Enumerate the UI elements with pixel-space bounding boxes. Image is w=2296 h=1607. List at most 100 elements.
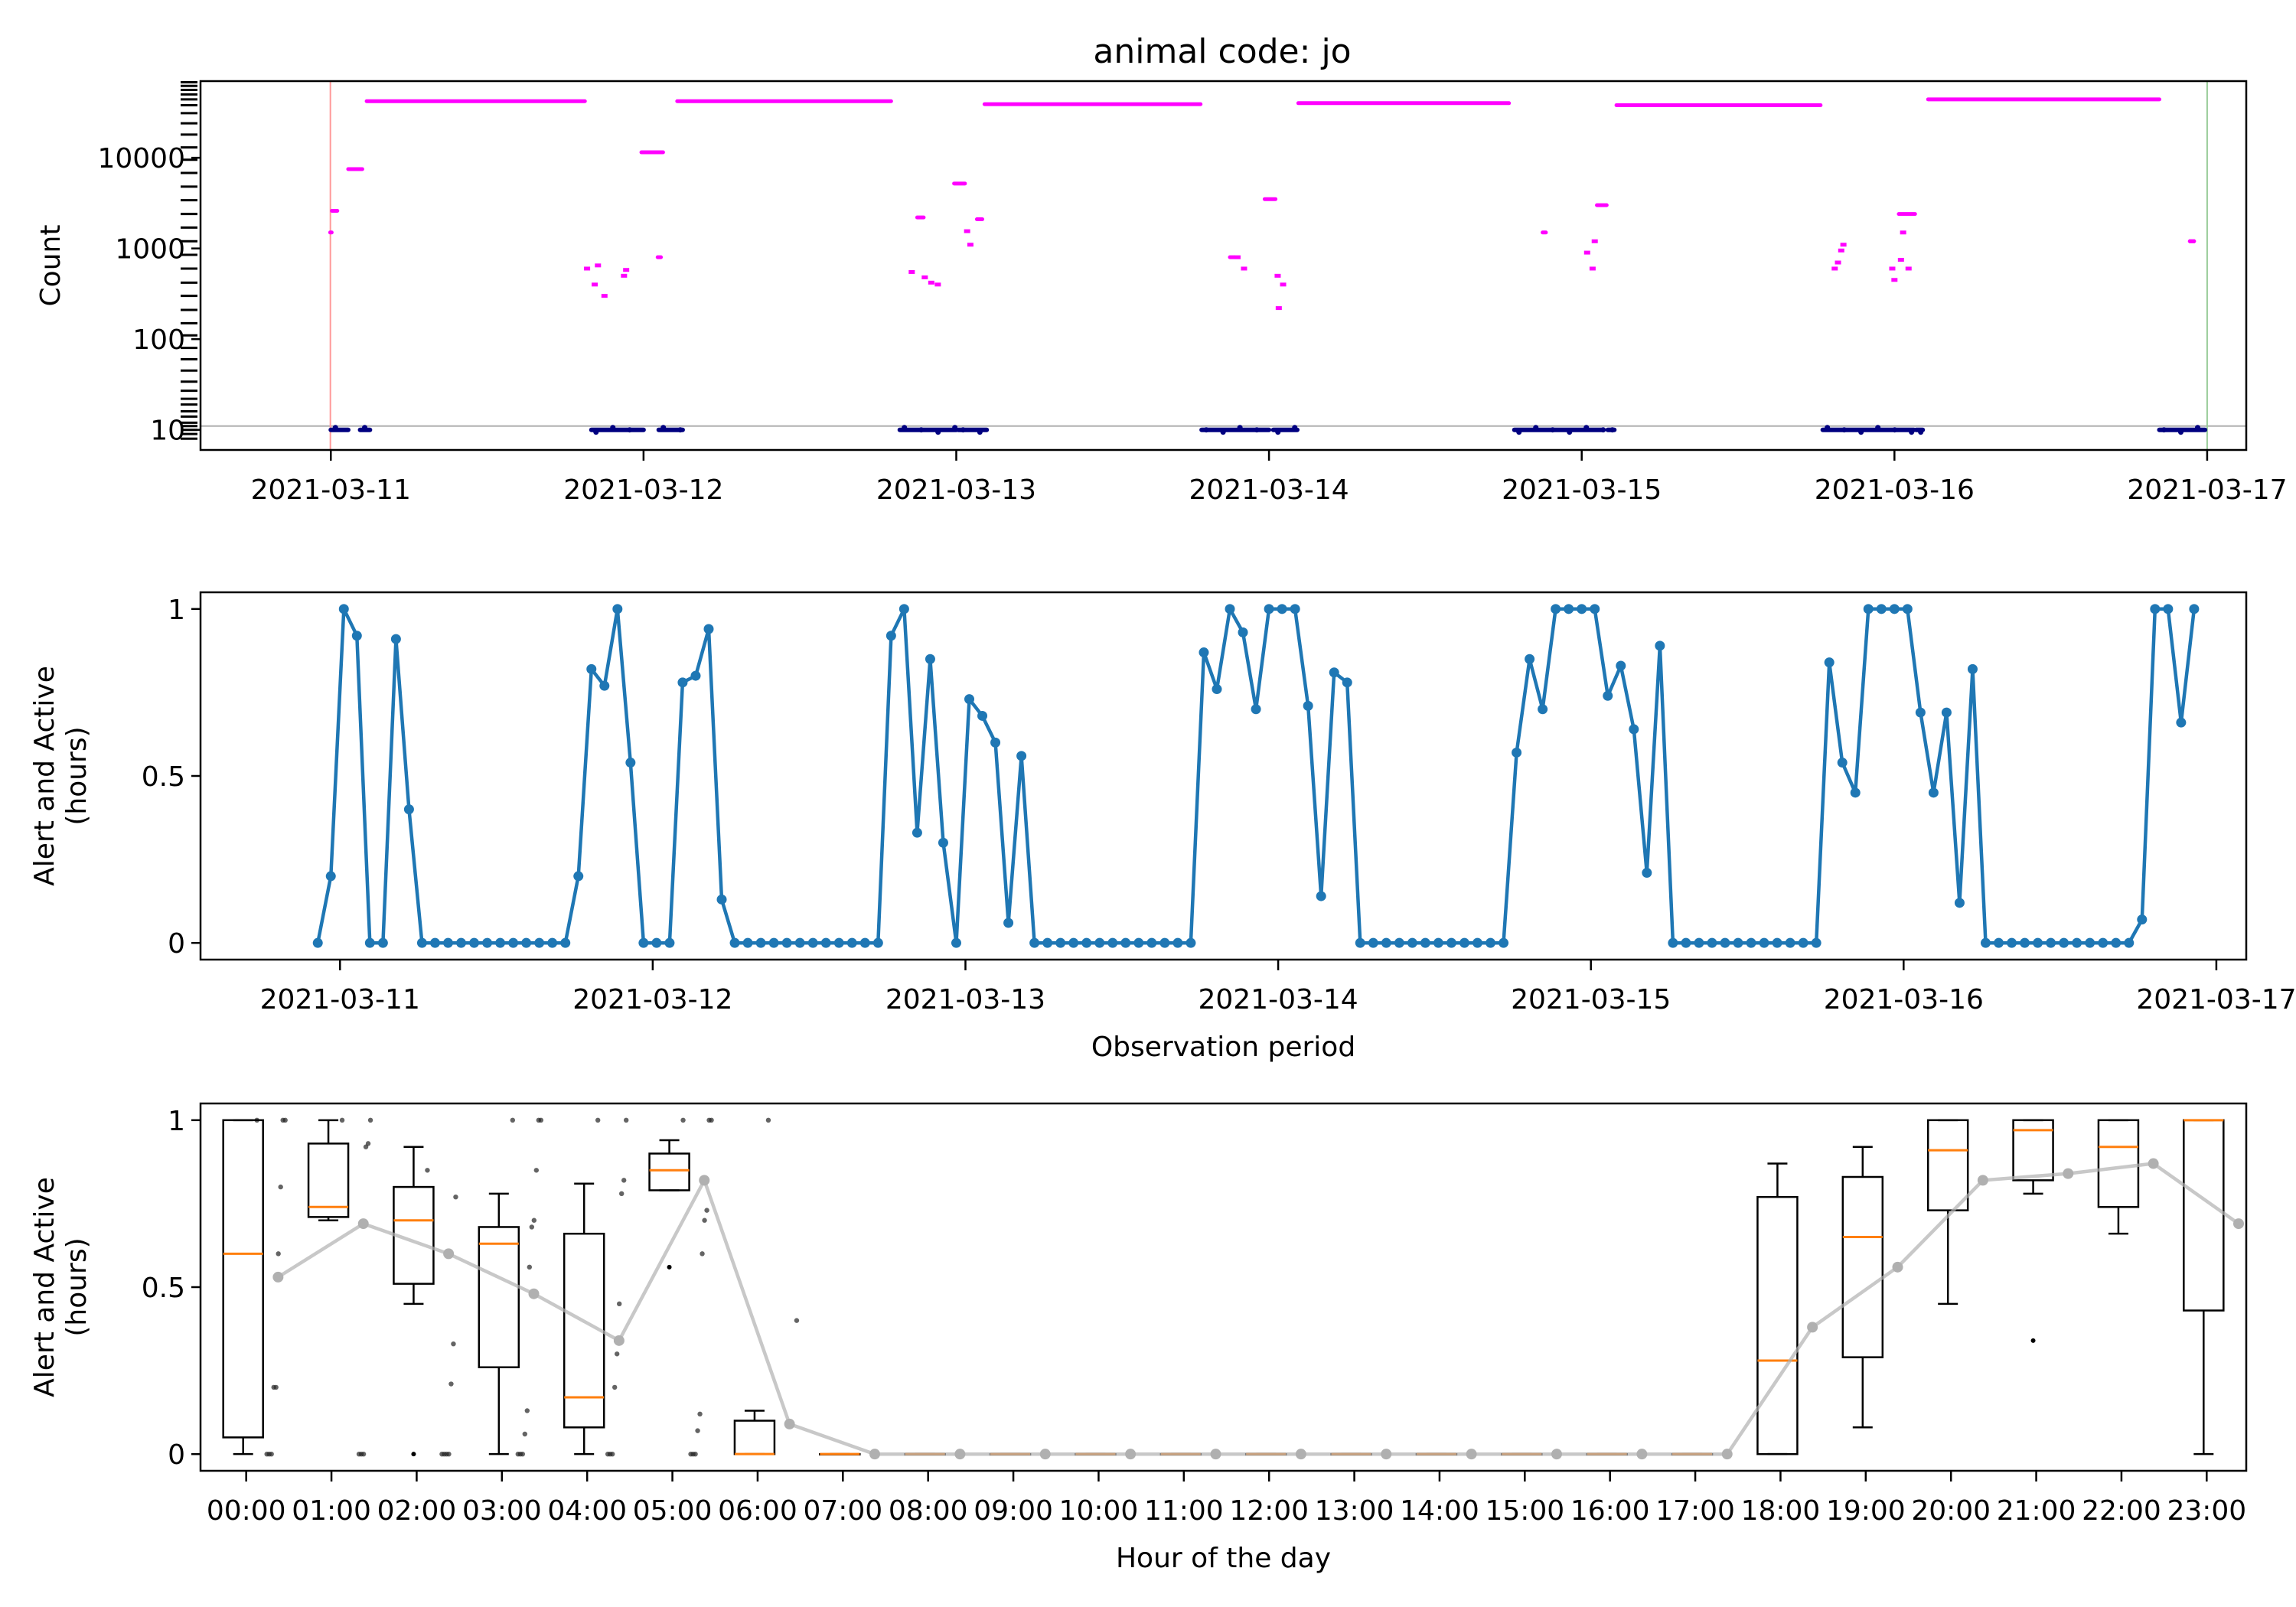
jitter-point: [531, 1217, 537, 1223]
jitter-point: [425, 1168, 430, 1173]
activity-point: [625, 758, 636, 768]
activity-point: [690, 670, 701, 681]
low-count-point: [918, 427, 925, 433]
activity-point: [351, 631, 362, 641]
x-tick-label: 14:00: [1400, 1495, 1479, 1527]
jitter-point: [794, 1318, 800, 1323]
activity-point: [951, 937, 961, 948]
activity-point: [938, 837, 948, 848]
activity-point: [755, 937, 766, 948]
jitter-point: [706, 1117, 712, 1123]
iqr-box: [1926, 1119, 1969, 1211]
low-count-point: [362, 425, 368, 431]
x-tick-label: 2021-03-12: [563, 474, 723, 506]
x-tick-label: 2021-03-14: [1198, 984, 1358, 1015]
low-count-point: [660, 425, 667, 431]
activity-point: [2111, 937, 2122, 948]
count-point: [1897, 257, 1904, 262]
low-count-point: [2161, 427, 2167, 433]
activity-point: [1994, 937, 2004, 948]
activity-point: [651, 937, 662, 948]
low-count-point: [935, 429, 941, 435]
count-point: [1831, 266, 1838, 271]
jitter-point: [510, 1117, 516, 1123]
x-tick-label: 2021-03-15: [1511, 984, 1671, 1015]
x-tick-label: 02:00: [377, 1495, 457, 1527]
y-axis-label-line: (hours): [61, 726, 93, 825]
activity-point: [2085, 937, 2095, 948]
activity-point: [1381, 937, 1391, 948]
count-point: [584, 266, 591, 271]
activity-point: [1889, 604, 1900, 614]
count-point: [1583, 250, 1590, 255]
activity-point: [964, 694, 975, 705]
activity-point: [1029, 937, 1040, 948]
mean-point: [1125, 1449, 1137, 1460]
activity-point: [729, 937, 740, 948]
iqr-box: [2097, 1119, 2140, 1208]
activity-point: [703, 624, 714, 634]
low-count-point: [1292, 425, 1298, 431]
activity-point: [416, 937, 427, 948]
hour-box-03:00: [478, 1192, 520, 1455]
low-count-point: [677, 427, 683, 433]
activity-point: [912, 827, 922, 838]
activity-point: [1850, 787, 1861, 798]
activity-point: [1941, 707, 1952, 718]
mean-point: [528, 1288, 540, 1299]
jitter-point: [618, 1191, 625, 1197]
y-tick-label: 1: [168, 595, 185, 626]
jitter-point: [339, 1117, 345, 1123]
jitter-point: [695, 1428, 700, 1433]
activity-point: [1954, 898, 1965, 908]
mean-point: [272, 1271, 284, 1283]
jitter-point: [702, 1217, 707, 1223]
x-tick-label: 2021-03-13: [876, 474, 1036, 506]
activity-point: [429, 937, 440, 948]
activity-point: [742, 937, 753, 948]
activity-point: [1081, 937, 1092, 948]
activity-point: [794, 937, 805, 948]
activity-point: [1811, 937, 1821, 948]
activity-point: [820, 937, 831, 948]
mean-point: [1295, 1449, 1306, 1460]
activity-point: [534, 937, 545, 948]
low-count-point: [593, 429, 599, 435]
x-tick-label: 09:00: [974, 1495, 1053, 1527]
activity-point: [2033, 937, 2043, 948]
jitter-point: [522, 1431, 528, 1437]
activity-point: [1394, 937, 1404, 948]
count-point: [908, 269, 915, 274]
activity-point: [1251, 704, 1261, 715]
jitter-point: [527, 1264, 533, 1270]
x-axis-label: Observation period: [1091, 1032, 1355, 1063]
jitter-point: [623, 1117, 629, 1123]
count-panel: 10 100 1000 10000 2021-03-11 2021-03-12 2021-0…: [35, 80, 2288, 506]
activity-point: [1629, 724, 1639, 735]
count-point: [595, 263, 602, 268]
activity-point: [1798, 937, 1808, 948]
activity-point: [1694, 937, 1704, 948]
x-tick-label: 16:00: [1570, 1495, 1650, 1527]
activity-point: [1707, 937, 1717, 948]
y-axis-label: Count: [35, 225, 67, 307]
jitter-point: [356, 1451, 362, 1457]
y-tick-label: 0.5: [142, 1273, 185, 1304]
jitter-point: [363, 1144, 369, 1149]
low-count-point: [977, 429, 983, 435]
iqr-box: [1756, 1195, 1799, 1455]
activity-point: [2072, 937, 2082, 948]
x-tick-label: 17:00: [1655, 1495, 1735, 1527]
activity-point: [1146, 937, 1157, 948]
flier-point: [2030, 1338, 2036, 1343]
x-tick-label: 2021-03-12: [572, 984, 732, 1015]
count-point: [621, 273, 628, 278]
hour-box-02:00: [393, 1146, 435, 1457]
activity-point: [338, 604, 349, 614]
activity-point: [325, 871, 336, 882]
hour-box-00:00: [222, 1119, 264, 1455]
count-point: [1900, 230, 1906, 235]
low-count-point: [1583, 425, 1590, 431]
activity-point: [1042, 937, 1053, 948]
x-tick-label: 01:00: [292, 1495, 371, 1527]
